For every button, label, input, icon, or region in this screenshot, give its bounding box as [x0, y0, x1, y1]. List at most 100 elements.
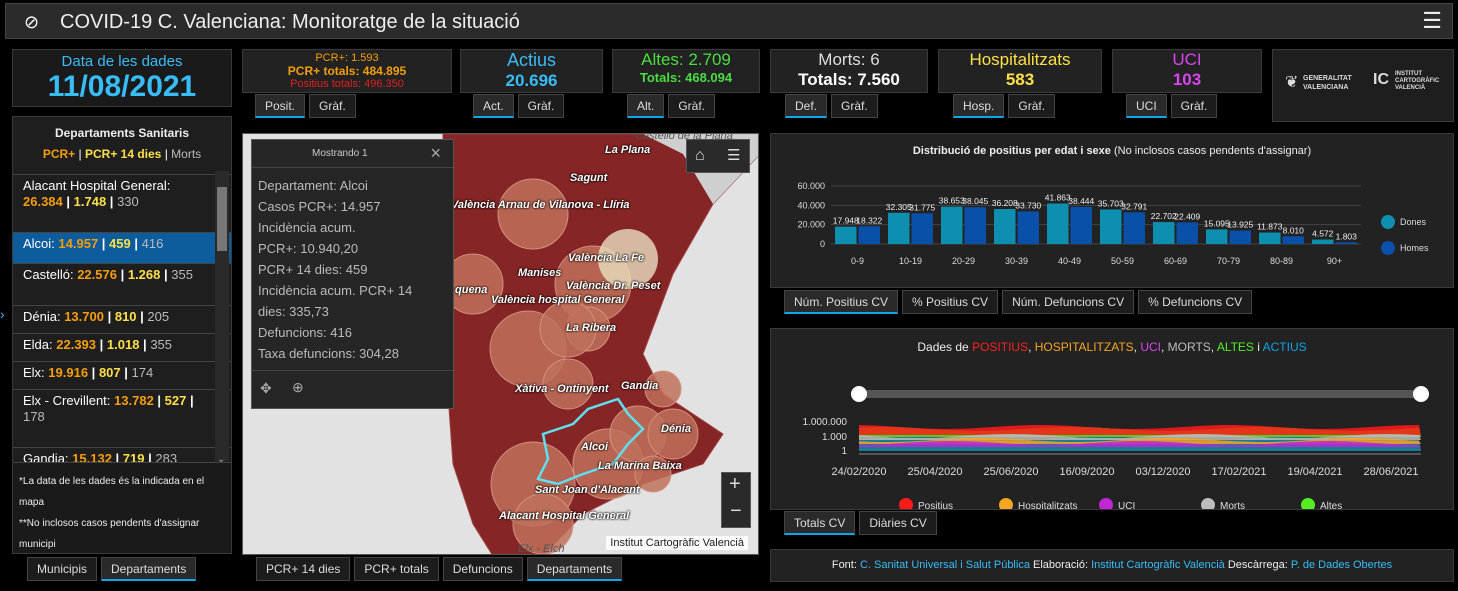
tab-act-chart[interactable]: Gràf.	[517, 94, 565, 118]
dept-morts: 416	[141, 236, 164, 251]
tab-pct-positius[interactable]: % Positius CV	[902, 290, 999, 314]
footer-desc-link[interactable]: P. de Dades Obertes	[1290, 559, 1393, 571]
tab-num-defuncions[interactable]: Núm. Defuncions CV	[1002, 290, 1135, 314]
zoom-in-icon[interactable]: +	[729, 473, 741, 495]
menu-icon[interactable]: ☰	[1422, 8, 1442, 33]
legend-swatch[interactable]	[1381, 215, 1395, 229]
separator: |	[130, 236, 142, 251]
zoom-out-icon[interactable]: −	[730, 500, 742, 522]
footer-font-link[interactable]: C. Sanitat Universal i Salut Pública	[859, 559, 1030, 571]
list-item[interactable]: Elda: 22.393 | 1.018 | 355	[13, 333, 231, 361]
list-item[interactable]: Alacant Hospital General: 26.384 | 1.748…	[13, 174, 231, 232]
separator: |	[111, 451, 123, 466]
dept-pcr14: 1.748	[73, 194, 107, 209]
zoom-to-icon[interactable]: ⊕	[292, 379, 304, 395]
legend-swatch[interactable]	[899, 498, 913, 510]
footer-panel: Font: C. Sanitat Universal i Salut Públi…	[770, 549, 1454, 582]
layer-list-icon[interactable]: ☰	[727, 147, 741, 164]
title-part: ,	[1210, 340, 1217, 354]
tab-alt-chart[interactable]: Gràf.	[668, 94, 716, 118]
tab-posit[interactable]: Posit.	[255, 94, 306, 118]
tab-departaments[interactable]: Departaments	[101, 557, 197, 581]
tab-pct-defuncions[interactable]: % Defuncions CV	[1138, 290, 1253, 314]
dept-pcr: 26.384	[23, 194, 63, 209]
expand-left-icon[interactable]: ›	[0, 306, 5, 322]
list-item[interactable]: Elx: 19.916 | 807 | 174	[13, 361, 231, 389]
dept-pcr: 13.782	[114, 393, 154, 408]
footer-desc-label: Descàrrega:	[1224, 559, 1291, 571]
bar	[1153, 222, 1175, 244]
list-item[interactable]: Elx - Crevillent: 13.782 | 527 | 178	[13, 389, 231, 447]
tab-map-departaments[interactable]: Departaments	[526, 557, 623, 581]
logos-panel: ❦ GENERALITAT VALENCIANA IC INSTITUT CAR…	[1272, 49, 1454, 122]
y-tick-label: 1.000.000	[803, 417, 848, 428]
dept-pcr14: 1.018	[106, 337, 140, 352]
legend-label[interactable]: Morts	[1220, 501, 1245, 510]
data-label: 33.730	[1015, 200, 1041, 210]
map-label: València La Fe	[568, 252, 645, 264]
legend-label[interactable]: Homes	[1400, 243, 1429, 253]
map-label: Alcoi	[581, 441, 608, 453]
range-handle-start[interactable]	[851, 386, 867, 402]
close-icon[interactable]: ×	[430, 143, 441, 163]
range-slider-track[interactable]	[859, 390, 1421, 398]
map-view[interactable]: La Plana Sagunt València Arnau de Vilanova…	[242, 133, 759, 555]
scroll-down-icon[interactable]: ⌄	[217, 454, 226, 465]
dept-name: Alacant Hospital General:	[23, 178, 171, 193]
tab-def-chart[interactable]: Gràf.	[831, 94, 878, 118]
popup-line: Defuncions: 416	[258, 325, 352, 340]
legend-label[interactable]: Hospitalitzats	[1018, 501, 1077, 510]
tab-diaries-cv[interactable]: Diàries CV	[859, 511, 937, 535]
age-chart-title-main: Distribució de positius per edat i sexe	[912, 145, 1111, 157]
age-chart-title: Distribució de positius per edat i sexe …	[771, 145, 1453, 157]
legend-label[interactable]: Positius	[918, 501, 953, 510]
bar	[911, 213, 933, 244]
title-part: HOSPITALITZATS	[1034, 340, 1134, 354]
footer-elab-link[interactable]: Institut Cartogràfic Valencià	[1091, 559, 1225, 571]
dept-pcr: 22.576	[77, 267, 117, 282]
popup-line: PCR+ 14 dies: 459	[258, 262, 368, 277]
data-label: 15.095	[1204, 218, 1230, 228]
icv-logo: INSTITUT CARTOGRÀFIC VALENCIÀ	[1395, 71, 1439, 92]
tab-hosp[interactable]: Hosp.	[953, 94, 1005, 118]
legend-label[interactable]: Dones	[1400, 217, 1427, 227]
tab-uci-chart[interactable]: Gràf.	[1170, 94, 1218, 118]
separator: |	[153, 393, 165, 408]
tab-defuncions[interactable]: Defuncions	[442, 557, 523, 581]
tab-alt[interactable]: Alt.	[627, 94, 665, 118]
tab-municipis[interactable]: Municipis	[27, 557, 98, 581]
legend-swatch[interactable]	[1381, 241, 1395, 255]
home-icon[interactable]: ⌂	[695, 147, 705, 164]
list-item[interactable]: Alcoi: 14.957 | 459 | 416	[13, 232, 231, 263]
tab-pcr-chart[interactable]: Gràf.	[309, 94, 356, 118]
tab-uci[interactable]: UCI	[1126, 94, 1167, 118]
move-icon[interactable]: ✥	[260, 380, 272, 396]
list-item[interactable]: Dénia: 13.700 | 810 | 205	[13, 305, 231, 333]
tab-num-positius[interactable]: Núm. Positius CV	[784, 290, 899, 314]
list-item[interactable]: Castelló: 22.576 | 1.268 | 355	[13, 263, 231, 305]
tab-pcr-totals[interactable]: PCR+ totals	[354, 557, 439, 581]
header-bar: ⊘ COVID-19 C. Valenciana: Monitoratge de…	[5, 3, 1453, 39]
data-label: 1.803	[1336, 231, 1358, 241]
bar	[1259, 232, 1281, 244]
title-part: i	[1253, 340, 1263, 354]
legend-swatch[interactable]	[1099, 498, 1113, 510]
tab-hosp-chart[interactable]: Gràf.	[1008, 94, 1056, 118]
scrollbar[interactable]: ⌄	[215, 171, 229, 465]
x-tick-label: 24/02/2020	[831, 466, 886, 478]
tab-def[interactable]: Def.	[785, 94, 828, 118]
legend-swatch[interactable]	[1201, 498, 1215, 510]
tab-act[interactable]: Act.	[473, 94, 514, 118]
tab-totals-cv[interactable]: Totals CV	[784, 511, 856, 535]
legend-swatch[interactable]	[1301, 498, 1315, 510]
tab-pcr14[interactable]: PCR+ 14 dies	[256, 557, 351, 581]
hosp-panel: Hospitalitzats 583	[938, 49, 1102, 93]
legend-morts: Morts	[171, 147, 202, 161]
data-label: 38.444	[1068, 196, 1094, 206]
scrollbar-thumb[interactable]	[217, 187, 227, 251]
legend-label[interactable]: Altes	[1320, 501, 1342, 510]
legend-label[interactable]: UCI	[1118, 501, 1135, 510]
x-tick-label: 50-59	[1111, 256, 1134, 266]
legend-swatch[interactable]	[999, 498, 1013, 510]
range-handle-end[interactable]	[1413, 386, 1429, 402]
